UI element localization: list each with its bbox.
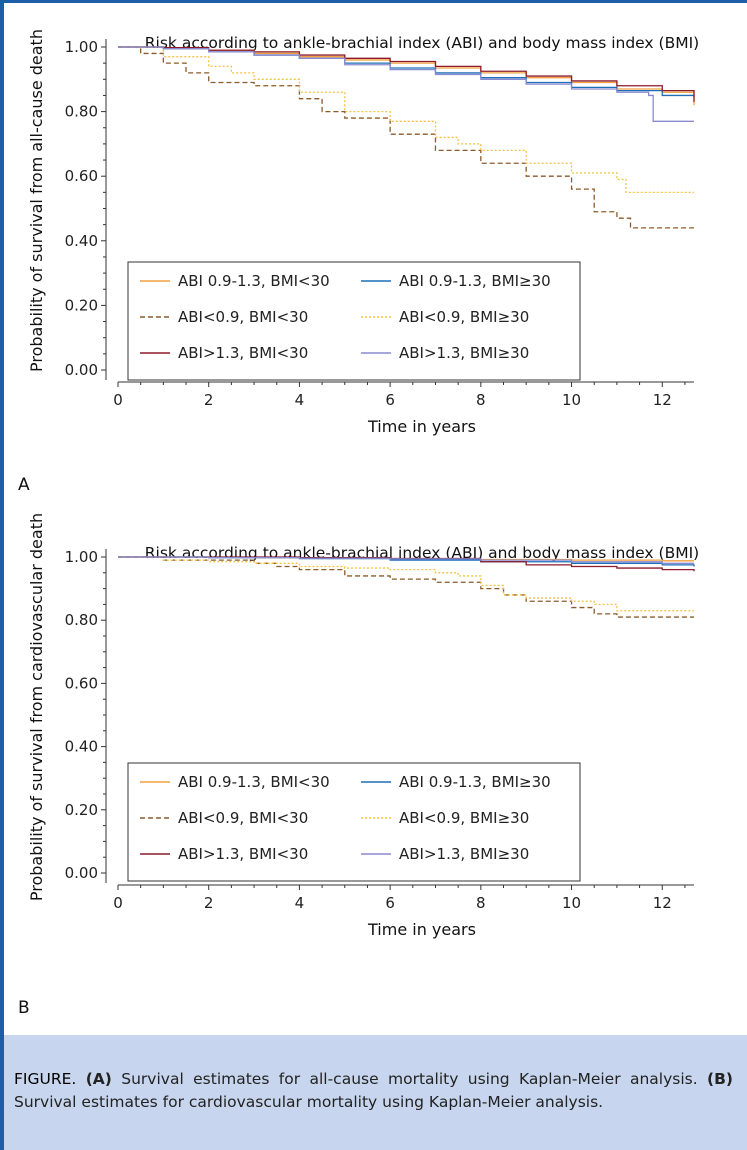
chart-0-xtick-label: 10 (562, 391, 581, 409)
chart-1-xtick-label: 6 (385, 894, 395, 912)
chart-0-ytick-label: 0.00 (65, 361, 98, 379)
chart-0-legend-label: ABI>1.3, BMI≥30 (399, 344, 529, 362)
chart-1-xlabel: Time in years (367, 920, 476, 939)
chart-0-xlabel: Time in years (367, 417, 476, 436)
chart-0-legend-box (127, 261, 581, 381)
chart-1-legend-label: ABI<0.9, BMI<30 (178, 809, 308, 827)
chart-b-svg: Risk according to ankle-brachial index (… (18, 513, 699, 1018)
chart-0-ytick-label: 0.80 (65, 103, 98, 121)
chart-0-xtick-label: 4 (295, 391, 305, 409)
panel-a: Risk according to ankle-brachial index (… (0, 0, 747, 500)
chart-0-legend-label: ABI 0.9-1.3, BMI≥30 (399, 272, 551, 290)
chart-0-legend-label: ABI<0.9, BMI≥30 (399, 308, 529, 326)
chart-0-legend-label: ABI>1.3, BMI<30 (178, 344, 308, 362)
chart-1-legend-label: ABI>1.3, BMI<30 (178, 845, 308, 863)
chart-0-xtick-label: 2 (204, 391, 214, 409)
chart-1-legend-label: ABI 0.9-1.3, BMI≥30 (399, 773, 551, 791)
chart-1-ytick-label: 0.80 (65, 611, 98, 629)
chart-0-ytick-label: 0.20 (65, 296, 98, 314)
chart-1-ytick-label: 0.20 (65, 801, 98, 819)
chart-1-ytick-label: 1.00 (65, 548, 98, 566)
chart-1-panel-label: B (18, 998, 30, 1018)
chart-0-ytick-label: 1.00 (65, 38, 98, 56)
chart-1-xtick-label: 10 (562, 894, 581, 912)
caption-b-text: Survival estimates for cardiovascular mo… (14, 1093, 604, 1111)
chart-0-legend-label: ABI 0.9-1.3, BMI<30 (178, 272, 330, 290)
chart-0-series-line-2 (118, 46, 694, 229)
chart-0-xtick-label: 8 (476, 391, 486, 409)
chart-0-panel-label: A (18, 475, 30, 495)
chart-1-ytick-label: 0.60 (65, 674, 98, 692)
chart-1-xtick-label: 8 (476, 894, 486, 912)
chart-1-ytick-label: 0.00 (65, 864, 98, 882)
chart-1-ytick-label: 0.40 (65, 738, 98, 756)
chart-0-legend-label: ABI<0.9, BMI<30 (178, 308, 308, 326)
caption-a-marker: (A) (85, 1070, 112, 1088)
chart-1-legend-label: ABI>1.3, BMI≥30 (399, 845, 529, 863)
chart-1-series-line-2 (118, 556, 694, 618)
caption-label: FIGURE. (14, 1070, 77, 1088)
chart-0-xtick-label: 6 (385, 391, 395, 409)
chart-1-legend-label: ABI<0.9, BMI≥30 (399, 809, 529, 827)
chart-0-series-line-0 (118, 46, 695, 106)
chart-1-series-line-3 (118, 556, 694, 612)
figure-caption: FIGURE. (A) Survival estimates for all-c… (4, 1035, 747, 1150)
chart-1-xtick-label: 12 (653, 894, 672, 912)
chart-0-series-line-4 (118, 46, 695, 102)
chart-0-ytick-label: 0.60 (65, 167, 98, 185)
caption-b-marker: (B) (707, 1070, 733, 1088)
chart-1-legend-label: ABI 0.9-1.3, BMI<30 (178, 773, 330, 791)
chart-1-xtick-label: 0 (113, 894, 123, 912)
chart-0-ytick-label: 0.40 (65, 232, 98, 250)
panel-b: Risk according to ankle-brachial index (… (0, 505, 747, 1025)
chart-0-series-line-3 (118, 46, 694, 193)
chart-a-svg: Risk according to ankle-brachial index (… (18, 29, 699, 495)
chart-1-ylabel: Probability of survival from cardiovascu… (27, 513, 46, 901)
chart-1-series-line-5 (118, 556, 694, 564)
chart-0-ylabel: Probability of survival from all-cause d… (27, 29, 46, 372)
chart-1-legend-box (127, 762, 581, 882)
chart-0-title: Risk according to ankle-brachial index (… (145, 34, 699, 52)
caption-a-text: Survival estimates for all-cause mortali… (111, 1070, 708, 1088)
chart-1-xtick-label: 4 (295, 894, 305, 912)
chart-0-series-line-5 (118, 46, 694, 122)
chart-1-xtick-label: 2 (204, 894, 214, 912)
chart-0-xtick-label: 0 (113, 391, 123, 409)
chart-0-xtick-label: 12 (653, 391, 672, 409)
